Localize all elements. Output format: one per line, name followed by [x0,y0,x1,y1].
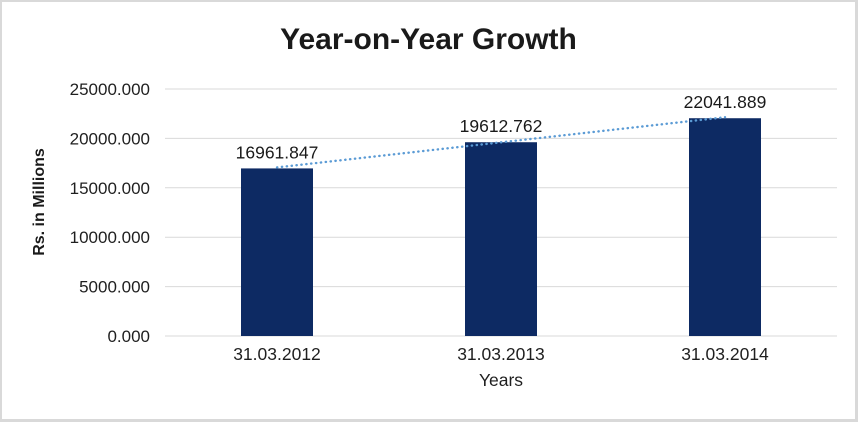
y-tick-label: 5000.000 [79,278,150,297]
y-tick-label: 10000.000 [70,228,150,247]
bar [689,118,761,336]
y-tick-label: 15000.000 [70,179,150,198]
bar [465,142,537,336]
bar-data-label: 22041.889 [684,92,767,112]
chart-title: Year-on-Year Growth [280,23,577,56]
bar-data-label: 16961.847 [236,142,319,162]
x-axis-title: Years [478,370,524,390]
x-tick-label: 31.03.2013 [457,344,545,364]
trendline [275,116,727,169]
y-tick-label: 25000.000 [70,80,150,99]
y-tick-label: 0.000 [107,327,150,346]
bar-data-label: 19612.762 [460,116,543,136]
x-tick-label: 31.03.2014 [681,344,769,364]
y-tick-label: 20000.000 [70,129,150,148]
x-tick-label: 31.03.2012 [233,344,321,364]
bar [241,168,313,336]
